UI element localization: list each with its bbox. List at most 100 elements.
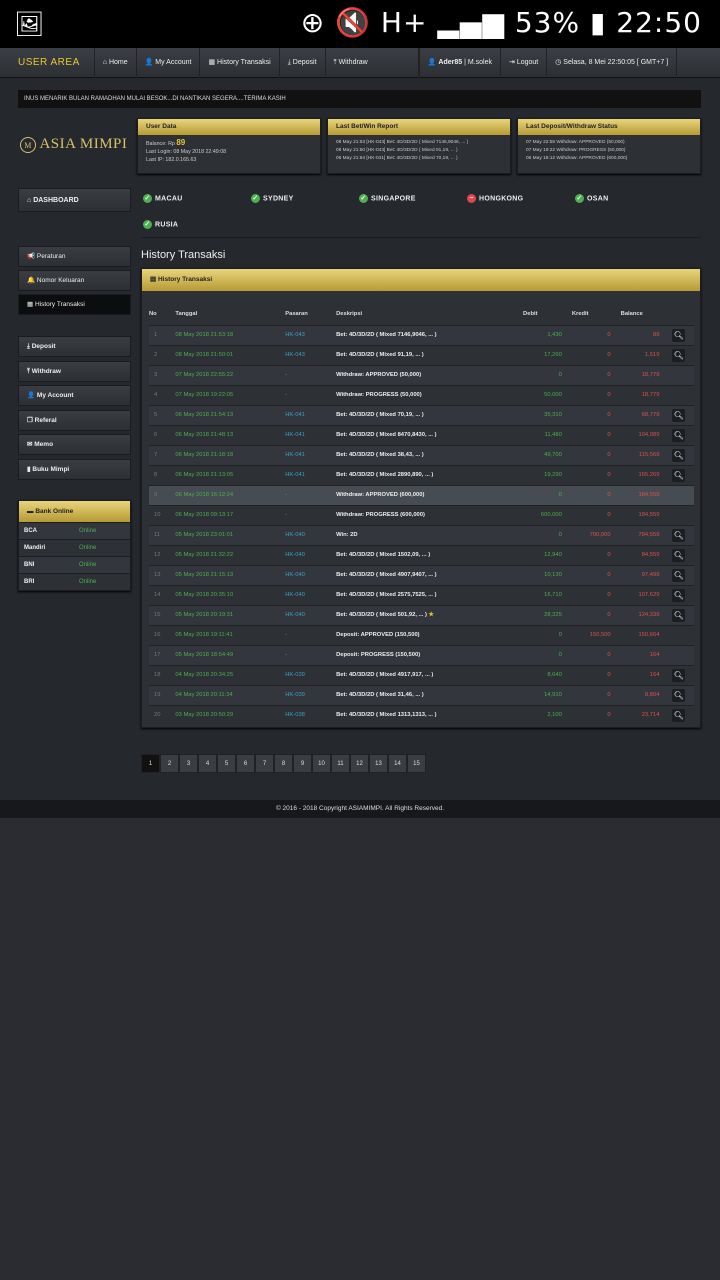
page-11[interactable]: 11 bbox=[331, 754, 350, 773]
row-balance: 107,629 bbox=[614, 584, 664, 605]
page-14[interactable]: 14 bbox=[388, 754, 407, 773]
row-kredit: 0 bbox=[565, 604, 615, 625]
page-12[interactable]: 12 bbox=[350, 754, 369, 773]
market-osan[interactable]: ✓ OSAN bbox=[575, 194, 609, 203]
nav-deposit[interactable]: ⤓ Deposit bbox=[280, 48, 326, 78]
column-header[interactable]: Kredit bbox=[571, 310, 589, 317]
column-header[interactable]: Pasaran bbox=[285, 310, 308, 317]
column-header[interactable]: Balance bbox=[620, 310, 643, 317]
column-header[interactable]: Tanggal bbox=[175, 310, 198, 317]
search-icon[interactable]: 🔍︎ bbox=[672, 348, 686, 362]
user-icon: 👤 bbox=[27, 392, 37, 400]
row-no: 7 bbox=[149, 444, 176, 465]
row-description: Bet: 4D/3D/2D ( Mixed 91,19, ... ) bbox=[336, 344, 518, 365]
history-panel: ▤ History Transaksi No Tanggal Pasaran Desk… bbox=[141, 268, 701, 728]
logo[interactable]: M ASIA MIMPI bbox=[20, 136, 127, 153]
row-market[interactable]: HK-040 bbox=[285, 524, 337, 545]
sidebar-item-deposit[interactable]: ⤓ Deposit bbox=[18, 336, 131, 357]
search-icon[interactable]: 🔍︎ bbox=[672, 548, 686, 562]
search-icon[interactable]: 🔍︎ bbox=[672, 428, 686, 442]
brand[interactable]: USER AREA bbox=[0, 48, 95, 78]
search-icon[interactable]: 🔍︎ bbox=[672, 468, 686, 482]
market-singapore[interactable]: ✓ SINGAPORE bbox=[359, 194, 416, 203]
logout-button[interactable]: ⇥ Logout bbox=[501, 48, 548, 78]
sidebar-item-peraturan[interactable]: 📢 Peraturan bbox=[18, 246, 131, 267]
sidebar-item-buku-mimpi[interactable]: ▮ Buku Mimpi bbox=[18, 459, 131, 480]
search-icon[interactable]: 🔍︎ bbox=[672, 708, 686, 722]
search-icon[interactable]: 🔍︎ bbox=[672, 328, 686, 342]
row-description: Win: 2D bbox=[336, 524, 518, 545]
row-market[interactable]: HK-041 bbox=[285, 404, 337, 425]
row-market[interactable]: HK-039 bbox=[285, 684, 337, 705]
row-market[interactable]: HK-041 bbox=[285, 424, 337, 445]
page-13[interactable]: 13 bbox=[369, 754, 388, 773]
page-3[interactable]: 3 bbox=[179, 754, 198, 773]
search-icon[interactable]: 🔍︎ bbox=[672, 528, 686, 542]
row-balance: 115,569 bbox=[614, 444, 664, 465]
row-market[interactable]: HK-040 bbox=[285, 544, 337, 565]
market-macau[interactable]: ✓ MACAU bbox=[143, 194, 183, 203]
dashboard-button[interactable]: ⌂ DASHBOARD bbox=[18, 188, 131, 212]
column-header[interactable]: Deskripsi bbox=[336, 310, 363, 317]
row-market[interactable]: HK-041 bbox=[285, 464, 337, 485]
row-kredit: 0 bbox=[565, 584, 615, 605]
deposit-icon: ⤓ bbox=[287, 59, 293, 66]
balance: 89 bbox=[176, 138, 186, 147]
column-header[interactable]: No bbox=[149, 310, 157, 317]
bank-row: BCA Online bbox=[19, 522, 130, 539]
search-icon[interactable]: 🔍︎ bbox=[672, 588, 686, 602]
row-debit: 35,310 bbox=[517, 404, 566, 425]
search-icon[interactable]: 🔍︎ bbox=[672, 608, 686, 622]
search-icon[interactable]: 🔍︎ bbox=[672, 688, 686, 702]
list-icon: ▤ bbox=[150, 276, 158, 283]
page-4[interactable]: 4 bbox=[198, 754, 217, 773]
market-sydney[interactable]: ✓ SYDNEY bbox=[251, 194, 294, 203]
row-action bbox=[663, 384, 694, 405]
page-9[interactable]: 9 bbox=[293, 754, 312, 773]
row-market[interactable]: HK-043 bbox=[285, 324, 337, 345]
market-hongkong[interactable]: − HONGKONG bbox=[467, 194, 523, 203]
row-market[interactable]: HK-040 bbox=[285, 604, 337, 625]
row-market[interactable]: HK-040 bbox=[285, 584, 337, 605]
row-market[interactable]: HK-041 bbox=[285, 444, 337, 465]
search-icon[interactable]: 🔍︎ bbox=[672, 448, 686, 462]
page-1[interactable]: 1 bbox=[141, 754, 160, 773]
sidebar-item-nomor-keluaran[interactable]: 🔔 Nomor Keluaran bbox=[18, 270, 131, 291]
nav-home[interactable]: ⌂ Home bbox=[95, 48, 137, 78]
row-kredit: 0 bbox=[565, 484, 615, 505]
sidebar-item-my-account[interactable]: 👤 My Account bbox=[18, 385, 131, 407]
nav-history[interactable]: ▦ History Transaksi bbox=[200, 48, 280, 78]
row-kredit: 0 bbox=[565, 344, 615, 365]
market-rusia[interactable]: ✓ RUSIA bbox=[143, 220, 179, 229]
sidebar-item-history-transaksi[interactable]: ▦ History Transaksi bbox=[18, 294, 131, 315]
search-icon[interactable]: 🔍︎ bbox=[672, 408, 686, 422]
sidebar-item-referal[interactable]: ❐ Referal bbox=[18, 409, 131, 431]
row-date: 06 May 2018 21:13:05 bbox=[175, 464, 286, 485]
row-kredit: 0 bbox=[565, 504, 615, 525]
nav-withdraw[interactable]: ⤒ Withdraw bbox=[326, 48, 419, 78]
page-15[interactable]: 15 bbox=[407, 754, 426, 773]
page-2[interactable]: 2 bbox=[160, 754, 179, 773]
nav-my-account[interactable]: 👤 My Account bbox=[137, 48, 201, 78]
sidebar-item-withdraw[interactable]: ⤒ Withdraw bbox=[18, 360, 131, 382]
row-market[interactable]: HK-043 bbox=[285, 344, 337, 365]
column-header[interactable]: Debit bbox=[523, 310, 538, 317]
row-date: 05 May 2018 21:32:22 bbox=[175, 544, 286, 565]
row-balance: 1,519 bbox=[614, 344, 664, 365]
row-description: Withdraw: PROGRESS (50,000) bbox=[336, 384, 518, 405]
row-balance: 18,779 bbox=[614, 364, 664, 385]
page-10[interactable]: 10 bbox=[312, 754, 331, 773]
page-5[interactable]: 5 bbox=[217, 754, 236, 773]
image-icon: 🖼 bbox=[14, 11, 45, 38]
row-market[interactable]: HK-040 bbox=[285, 564, 337, 585]
page-8[interactable]: 8 bbox=[274, 754, 293, 773]
row-market[interactable]: HK-038 bbox=[285, 704, 337, 725]
bank-status: Online bbox=[79, 545, 97, 551]
nav-user[interactable]: 👤 Ader85 | M.solek bbox=[418, 48, 501, 78]
page-7[interactable]: 7 bbox=[255, 754, 274, 773]
search-icon[interactable]: 🔍︎ bbox=[672, 668, 686, 682]
row-market[interactable]: HK-039 bbox=[285, 664, 337, 685]
page-6[interactable]: 6 bbox=[236, 754, 255, 773]
search-icon[interactable]: 🔍︎ bbox=[672, 568, 686, 582]
sidebar-item-memo[interactable]: ✉ Memo bbox=[18, 434, 131, 456]
